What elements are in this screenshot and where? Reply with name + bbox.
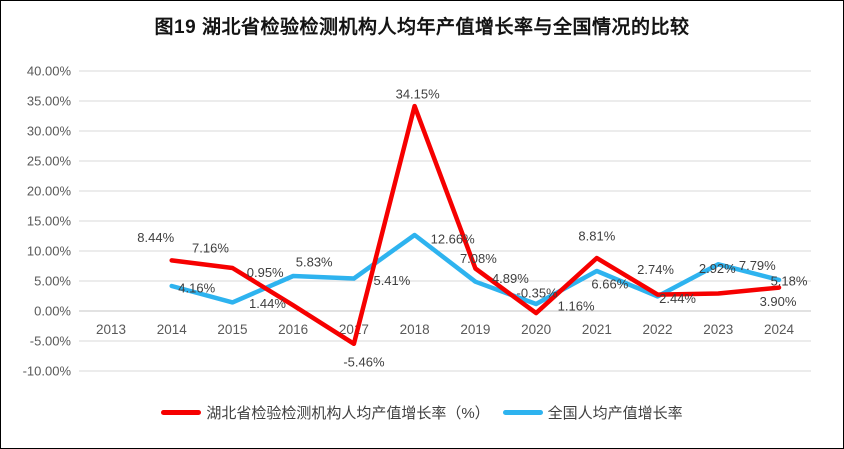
- hubei-data-label: -0.35%: [517, 286, 559, 301]
- hubei-data-label: 7.16%: [192, 241, 229, 256]
- hubei-data-label: 8.44%: [137, 230, 174, 245]
- national-series-line: [169, 232, 782, 307]
- hubei-data-label: 7.08%: [460, 251, 497, 266]
- y-axis-tick-label: -10.00%: [23, 364, 72, 379]
- national-data-label: 7.79%: [739, 258, 776, 273]
- x-axis-tick-label: 2018: [400, 322, 430, 337]
- chart-title: 图19 湖北省检验检测机构人均年产值增长率与全国情况的比较: [154, 17, 690, 38]
- hubei-data-label: 3.90%: [760, 294, 797, 309]
- national-data-label: 2.44%: [659, 291, 696, 306]
- y-axis-tick-label: 15.00%: [27, 214, 72, 229]
- national-data-label: 6.66%: [591, 277, 628, 292]
- national-data-label: 4.89%: [492, 271, 529, 286]
- hubei-data-label: 0.95%: [247, 265, 284, 280]
- hubei-series-swatch: [161, 410, 202, 415]
- x-axis-tick-label: 2019: [460, 322, 490, 337]
- x-axis-tick-label: 2015: [217, 322, 247, 337]
- y-axis-tick-label: 5.00%: [34, 274, 71, 289]
- national-data-label: 5.18%: [771, 273, 808, 288]
- national-series-legend-label: 全国人均产值增长率: [547, 405, 683, 422]
- hubei-series-legend-label: 湖北省检验检测机构人均产值增长率（%）: [206, 405, 490, 422]
- x-axis-tick-label: 2023: [703, 322, 733, 337]
- hubei-series-line: [169, 103, 782, 347]
- x-axis-tick-label: 2022: [643, 322, 673, 337]
- y-axis-tick-label: 10.00%: [27, 244, 72, 259]
- hubei-data-label: -5.46%: [343, 354, 385, 369]
- y-axis-tick-label: 30.00%: [27, 124, 72, 139]
- x-axis-tick-label: 2016: [278, 322, 308, 337]
- national-data-label: 12.66%: [431, 232, 476, 247]
- x-axis-tick-label: 2014: [157, 322, 188, 337]
- x-axis-tick-label: 2024: [764, 322, 795, 337]
- legend-item-national: 全国人均产值增长率: [502, 402, 683, 423]
- chart-legend: 湖北省检验检测机构人均产值增长率（%） 全国人均产值增长率: [1, 402, 843, 423]
- hubei-data-label: 8.81%: [578, 229, 615, 244]
- national-data-label: 1.44%: [249, 296, 286, 311]
- national-data-label: 5.41%: [373, 273, 410, 288]
- y-axis-tick-label: -5.00%: [30, 334, 72, 349]
- national-data-label: 5.83%: [296, 255, 333, 270]
- y-axis-tick-label: 0.00%: [34, 304, 71, 319]
- x-axis-tick-label: 2021: [582, 322, 612, 337]
- hubei-data-label: 34.15%: [396, 87, 441, 102]
- x-axis-tick-label: 2020: [521, 322, 551, 337]
- national-data-label: 1.16%: [558, 299, 595, 314]
- y-axis-tick-label: 25.00%: [27, 154, 72, 169]
- x-axis-tick-label: 2013: [96, 322, 126, 337]
- national-data-label: 4.16%: [178, 281, 215, 296]
- x-axis-tick-label: 2017: [339, 322, 369, 337]
- y-axis-tick-label: 40.00%: [27, 64, 72, 79]
- hubei-data-label: 2.92%: [699, 261, 736, 276]
- legend-item-hubei: 湖北省检验检测机构人均产值增长率（%）: [161, 402, 490, 423]
- y-axis-tick-label: 20.00%: [27, 184, 72, 199]
- national-series-swatch: [502, 410, 543, 415]
- hubei-data-label: 2.74%: [637, 262, 674, 277]
- y-axis-tick-label: 35.00%: [27, 94, 72, 109]
